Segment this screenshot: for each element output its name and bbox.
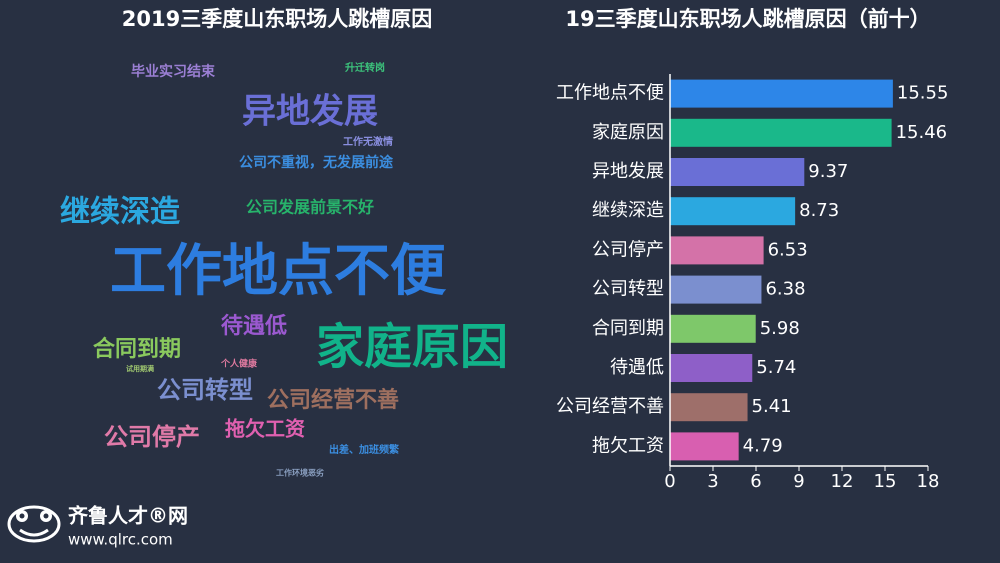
cloud-word: 工作无激情 (343, 135, 393, 148)
value-label: 6.38 (765, 279, 805, 300)
cloud-word: 公司不重视，无发展前途 (239, 154, 394, 171)
value-label: 8.73 (799, 200, 839, 221)
cloud-word: 继续深造 (60, 195, 180, 230)
x-tick-label: 3 (707, 471, 718, 492)
value-label: 15.46 (896, 122, 948, 143)
cloud-word: 出差、加班频繁 (329, 443, 400, 456)
cloud-word: 公司发展前景不好 (246, 198, 374, 217)
cloud-word: 公司经营不善 (267, 387, 399, 413)
cloud-word: 升迁转岗 (345, 61, 385, 74)
bar (670, 158, 805, 186)
x-tick-label: 12 (831, 471, 854, 492)
cloud-word: 家庭原因 (316, 319, 508, 375)
category-label: 工作地点不便 (556, 83, 664, 104)
cloud-word: 待遇低 (221, 313, 287, 339)
bar (670, 236, 764, 265)
x-tick-label: 0 (664, 471, 675, 492)
cloud-word: 拖欠工资 (225, 417, 305, 441)
cloud-word: 工作环境恶劣 (276, 468, 324, 478)
bar (670, 197, 796, 226)
category-label: 公司转型 (592, 279, 664, 300)
bar (670, 275, 762, 304)
category-label: 继续深造 (592, 200, 664, 221)
bar (670, 314, 756, 343)
value-label: 4.79 (743, 435, 783, 456)
value-label: 6.53 (768, 239, 808, 260)
logo-icon (7, 505, 61, 543)
category-label: 家庭原因 (592, 122, 664, 143)
cloud-title: 2019三季度山东职场人跳槽原因 (122, 7, 432, 31)
cloud-word: 公司转型 (157, 376, 253, 404)
logo-name: 齐鲁人才®网 (68, 504, 188, 528)
x-tick-label: 6 (750, 471, 761, 492)
bar-title: 19三季度山东职场人跳槽原因（前十） (565, 7, 930, 31)
x-tick-label: 18 (917, 471, 940, 492)
value-label: 5.98 (760, 318, 800, 339)
bar (670, 432, 739, 461)
value-label: 5.74 (756, 357, 796, 378)
category-label: 异地发展 (592, 161, 664, 182)
x-tick-label: 15 (874, 471, 897, 492)
cloud-word: 试用期满 (126, 364, 154, 373)
cloud-word: 个人健康 (220, 358, 258, 370)
category-label: 合同到期 (592, 318, 664, 339)
bar (670, 393, 748, 422)
logo-url: www.qlrc.com (68, 531, 173, 549)
cloud-word: 合同到期 (93, 336, 181, 362)
category-label: 公司停产 (592, 239, 664, 260)
value-label: 5.41 (752, 396, 792, 417)
value-label: 15.55 (897, 83, 949, 104)
bar (670, 79, 893, 108)
cloud-word: 工作地点不便 (110, 239, 447, 304)
bar (670, 354, 753, 382)
category-label: 待遇低 (610, 357, 664, 378)
cloud-word: 毕业实习结束 (131, 63, 216, 80)
category-label: 拖欠工资 (592, 435, 664, 456)
cloud-word: 公司停产 (104, 423, 200, 451)
x-tick-label: 9 (793, 471, 804, 492)
value-label: 9.37 (808, 161, 848, 182)
bar (670, 118, 892, 147)
cloud-word: 异地发展 (242, 92, 378, 132)
category-label: 公司经营不善 (556, 396, 664, 417)
